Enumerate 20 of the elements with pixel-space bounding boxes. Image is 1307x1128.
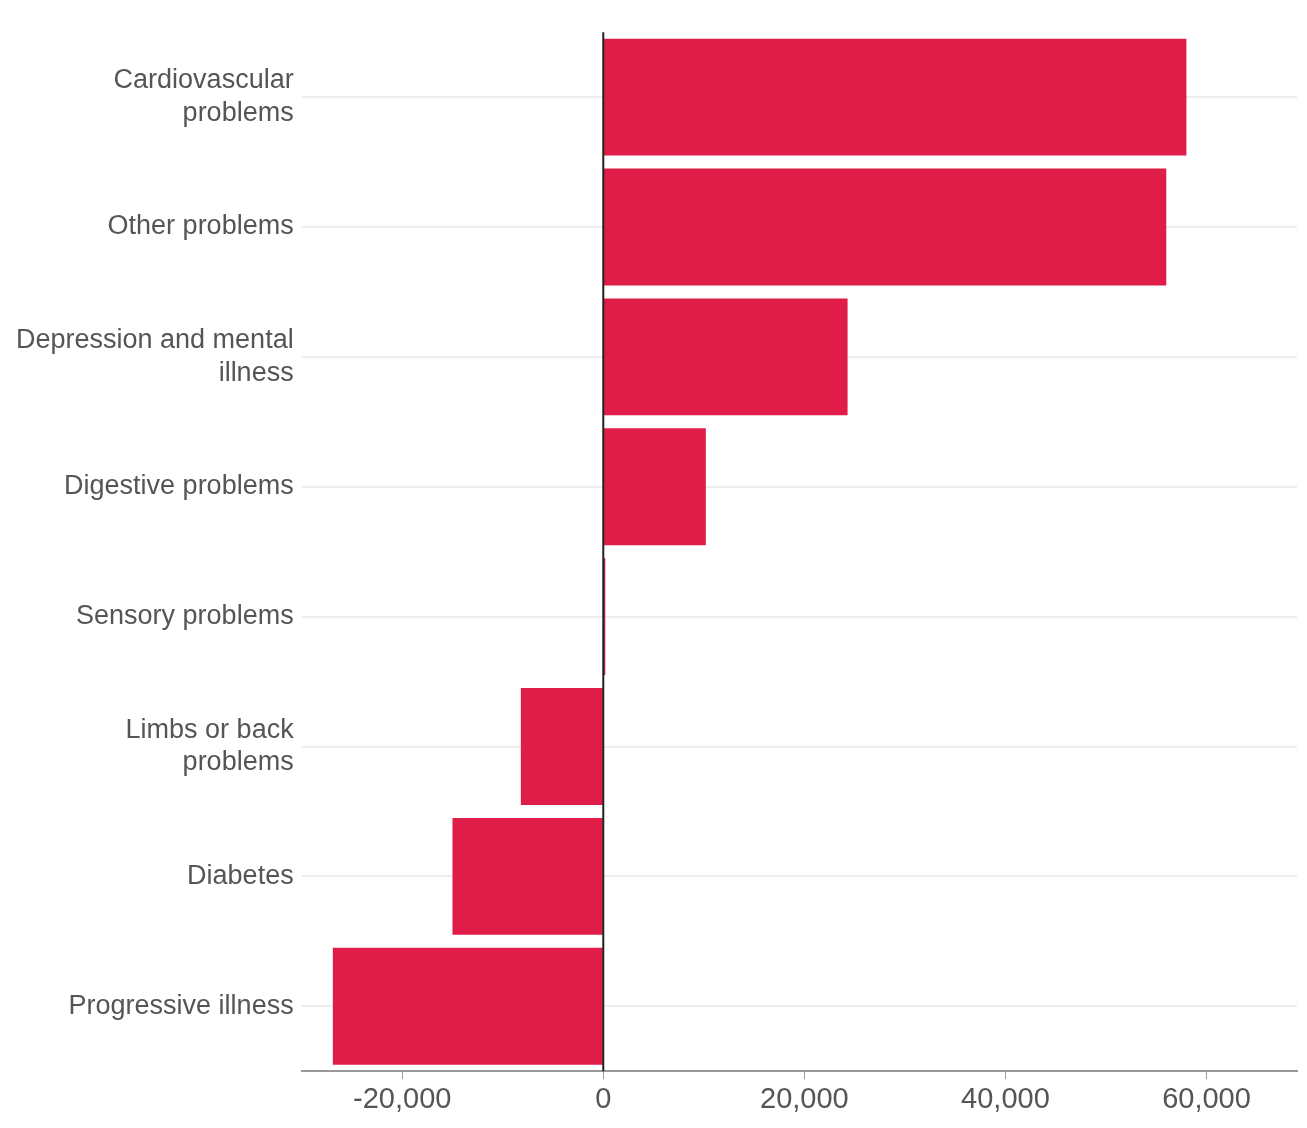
x-tick-label: 20,000 [760,1081,849,1114]
bar [603,168,1167,286]
bar [603,38,1187,156]
x-tick-label: -20,000 [353,1081,452,1114]
bar [520,688,603,805]
y-tick-label: Cardiovascular problems [113,64,294,127]
x-tick-label: 60,000 [1162,1081,1251,1114]
x-tick-label: 40,000 [961,1081,1050,1114]
y-tick-label: Depression and mental illness [15,324,294,387]
y-tick-label: Diabetes [187,859,294,890]
bar [452,817,603,935]
y-tick-label: Other problems [107,210,294,241]
y-tick-label: Sensory problems [76,600,294,631]
bar [332,947,603,1065]
y-tick-label: Progressive illness [68,989,294,1020]
bar [603,298,848,416]
bar [603,428,706,546]
y-tick-label: Digestive problems [64,470,294,501]
x-tick-label: 0 [595,1081,612,1114]
y-tick-label: Limbs or back problems [125,713,295,777]
